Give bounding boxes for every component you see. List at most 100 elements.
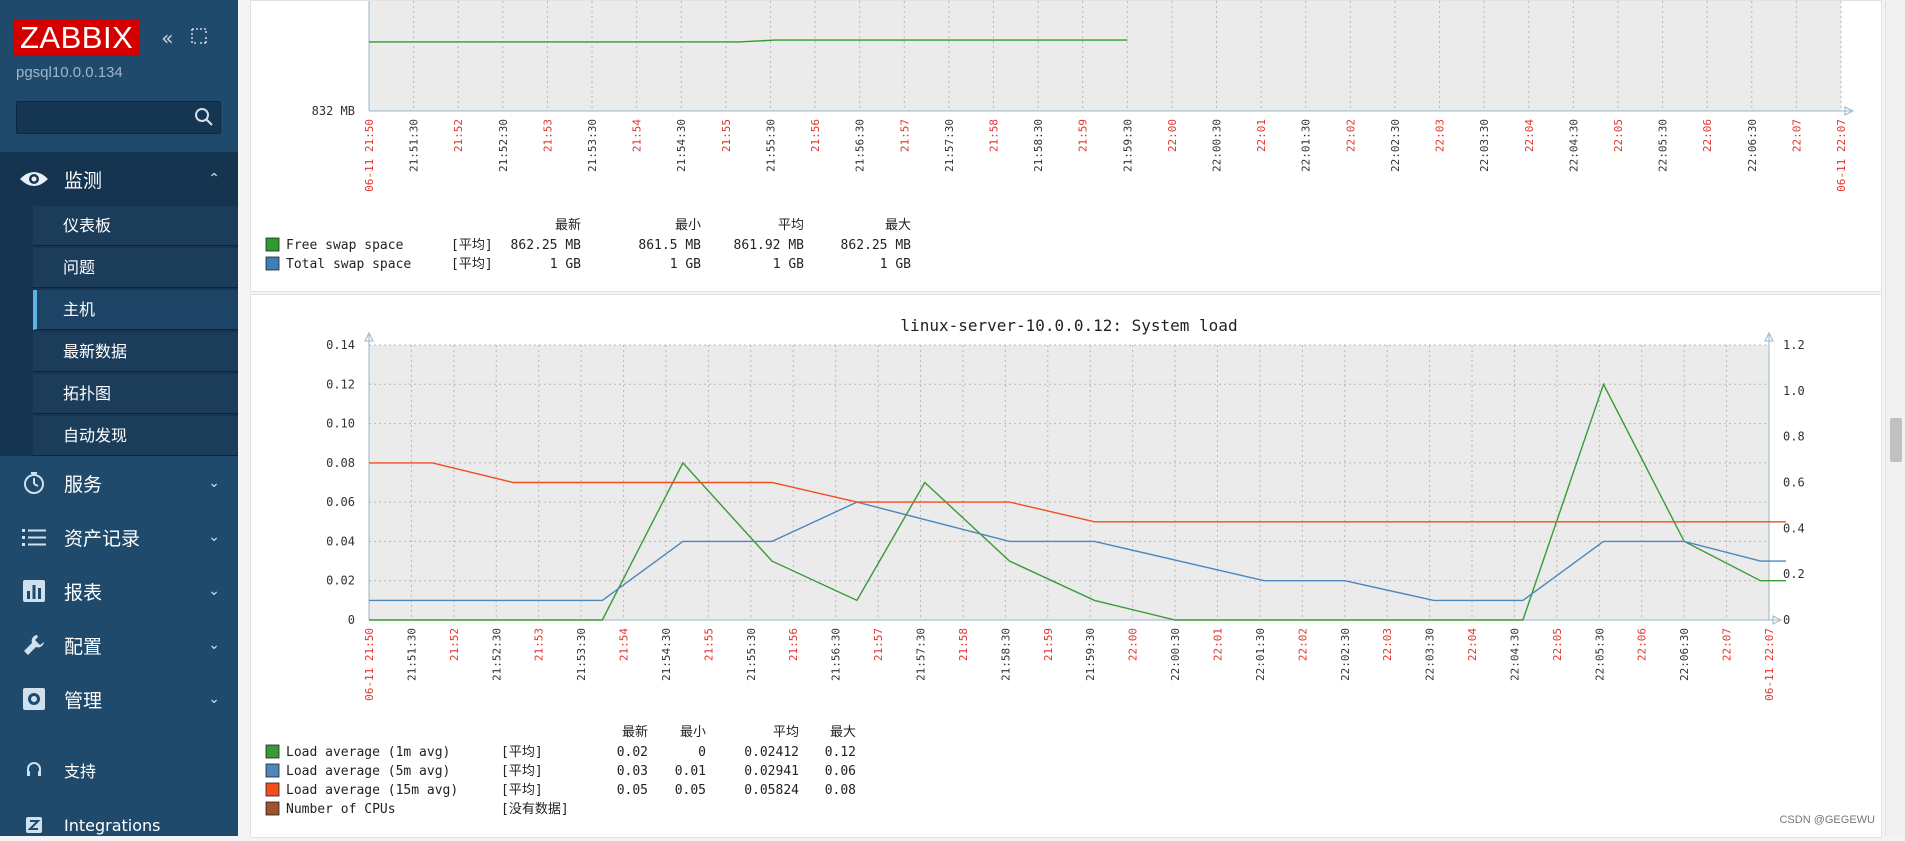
system-load-graph: linux-server-10.0.0.12: System load 0.14 0…: [265, 316, 1805, 817]
legend-value: 1 GB: [550, 257, 581, 272]
menu-integrations[interactable]: Integrations: [0, 805, 238, 836]
x-tick-label: 22:04: [1523, 119, 1536, 152]
legend-header: 最新: [555, 217, 581, 233]
menu-support[interactable]: 支持: [0, 750, 238, 790]
x-tick-label: 21:57:30: [915, 628, 928, 681]
menu-services-label: 服务: [64, 473, 103, 496]
x-tick-label: 22:01:30: [1300, 119, 1313, 172]
menu-integrations-label: Integrations: [64, 815, 161, 835]
legend-value: 0.02941: [744, 764, 799, 779]
x-tick-label: 22:03: [1381, 628, 1394, 661]
submenu-item-latest-data[interactable]: 最新数据: [33, 332, 238, 372]
submenu-item-hosts[interactable]: 主机: [33, 290, 238, 330]
kiosk-mode-icon[interactable]: [190, 26, 208, 50]
legend-item-name: Free swap space: [286, 238, 404, 253]
x-tick-label: 21:57: [872, 628, 885, 661]
y-tick-label: 0: [348, 613, 355, 627]
x-tick-label: 22:05:30: [1593, 628, 1606, 681]
search-input[interactable]: [17, 102, 195, 135]
chevron-down-icon: ⌄: [208, 583, 220, 599]
legend-swatch: [265, 744, 280, 759]
submenu-item-problems[interactable]: 问题: [33, 248, 238, 288]
submenu-item-dashboard[interactable]: 仪表板: [33, 206, 238, 246]
legend-item-func: [平均]: [451, 257, 493, 272]
search-icon[interactable]: [194, 107, 214, 127]
menu-reports[interactable]: 报表 ⌄: [0, 564, 238, 618]
x-tick-label: 21:57: [898, 119, 911, 152]
chevron-down-icon: ⌄: [208, 475, 220, 491]
x-tick-label: 21:58:30: [1032, 119, 1045, 172]
legend-header: 最小: [680, 725, 706, 740]
legend-value: 0.02: [617, 745, 648, 760]
legend-item-func: [平均]: [501, 764, 543, 779]
y2-tick-label: 0: [1783, 613, 1790, 627]
x-tick-label: 21:52: [452, 119, 465, 152]
zabbix-logo[interactable]: ZABBIX: [14, 20, 140, 56]
menu-administration[interactable]: 管理 ⌄: [0, 672, 238, 726]
y-tick-label: 0.06: [326, 495, 355, 509]
x-tick-label: 22:07: [1721, 628, 1734, 661]
series-line: [369, 501, 1786, 602]
submenu-monitoring: 仪表板 问题 主机 最新数据 拓扑图 自动发现: [0, 206, 238, 456]
legend-value: 0.02412: [744, 745, 799, 760]
legend-header: 平均: [778, 218, 804, 233]
y-tick-label: 0.14: [326, 338, 355, 352]
clock-icon: [18, 470, 50, 496]
legend-value: 0.01: [675, 764, 706, 779]
legend-swatch: [265, 782, 280, 797]
submenu-item-discovery[interactable]: 自动发现: [33, 416, 238, 456]
legend-item-name: Load average (1m avg): [286, 745, 450, 760]
menu-reports-label: 报表: [64, 581, 103, 604]
legend-value: 0.05824: [744, 783, 799, 798]
gear-icon: [18, 686, 50, 712]
x-tick-label: 21:56: [809, 119, 822, 152]
legend-swatch: [265, 801, 280, 816]
scrollbar-thumb[interactable]: [1890, 418, 1902, 462]
x-tick-label: 21:58: [957, 628, 970, 661]
search-box: [16, 101, 221, 135]
y-tick-label: 0.02: [326, 574, 355, 588]
x-tick-label: 22:03: [1434, 119, 1447, 152]
menu-configuration-label: 配置: [64, 635, 103, 658]
x-tick-label: 22:02:30: [1389, 119, 1402, 172]
series-line: [369, 462, 1786, 523]
chevron-up-icon: ⌃: [208, 171, 220, 187]
bar-chart-icon: [18, 578, 50, 604]
menu-inventory[interactable]: 资产记录 ⌄: [0, 510, 238, 564]
x-tick-label: 06-11 21:50: [363, 119, 376, 192]
menu-monitoring[interactable]: 监测 ⌃: [0, 152, 238, 206]
y2-tick-label: 0.6: [1783, 476, 1805, 490]
x-tick-label: 21:56:30: [854, 119, 867, 172]
watermark: CSDN @GEGEWU: [1779, 814, 1875, 826]
y2-tick-label: 0.2: [1783, 567, 1805, 581]
x-tick-label: 21:58:30: [999, 628, 1012, 681]
x-tick-label: 22:03:30: [1424, 628, 1437, 681]
x-tick-label: 22:06: [1636, 628, 1649, 661]
x-tick-label: 21:51:30: [405, 628, 418, 681]
x-tick-label: 21:59:30: [1121, 119, 1134, 172]
x-tick-label: 22:03:30: [1478, 119, 1491, 172]
x-tick-label: 21:55: [720, 119, 733, 152]
legend-swatch: [265, 237, 280, 252]
menu-services[interactable]: 服务 ⌄: [0, 456, 238, 510]
menu-support-label: 支持: [64, 762, 97, 781]
legend-item-name: Load average (15m avg): [286, 783, 458, 798]
legend-item-name: Total swap space: [286, 257, 411, 272]
x-tick-label: 21:53: [541, 119, 554, 152]
y-tick-label: 0.04: [326, 534, 355, 548]
x-tick-label: 22:04:30: [1508, 628, 1521, 681]
legend-value: 1 GB: [880, 257, 911, 272]
collapse-sidebar-icon[interactable]: «: [161, 26, 174, 50]
legend-item-func: [平均]: [501, 783, 543, 798]
submenu-item-maps[interactable]: 拓扑图: [33, 374, 238, 414]
x-tick-label: 22:00:30: [1211, 119, 1224, 172]
y2-tick-label: 0.4: [1783, 521, 1805, 535]
x-tick-label: 21:59:30: [1084, 628, 1097, 681]
menu-configuration[interactable]: 配置 ⌄: [0, 618, 238, 672]
y-tick-label: 832 MB: [312, 104, 355, 118]
y2-tick-label: 1.0: [1783, 384, 1805, 398]
x-tick-label: 21:52:30: [497, 119, 510, 172]
vertical-scrollbar[interactable]: [1885, 0, 1905, 836]
y2-axis-arrow: [1764, 331, 1774, 342]
